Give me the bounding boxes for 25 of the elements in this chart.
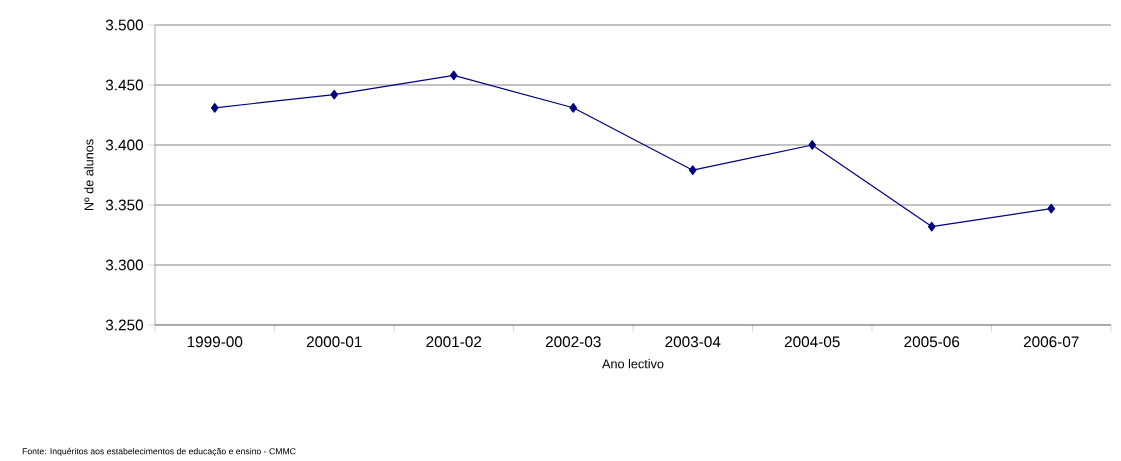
source-note: Fonte: Inquéritos aos estabelecimentos de educação e ensino - CMMC bbox=[22, 448, 296, 457]
x-tick-label: 2001-02 bbox=[426, 336, 482, 348]
y-axis-title: Nº de alunos bbox=[84, 139, 94, 211]
point bbox=[688, 165, 697, 176]
y-tick-label: 3.500 bbox=[105, 19, 144, 31]
point bbox=[1047, 203, 1056, 214]
point bbox=[330, 89, 339, 100]
point bbox=[808, 140, 817, 151]
y-tick-label: 3.450 bbox=[105, 79, 144, 91]
point bbox=[927, 221, 936, 232]
x-tick-label: 2002-03 bbox=[545, 336, 601, 348]
x-axis-title: Ano lectivo bbox=[602, 359, 664, 369]
point bbox=[569, 103, 578, 113]
x-tick-label: 1999-00 bbox=[187, 336, 243, 348]
y-tick-label: 3.350 bbox=[105, 199, 144, 211]
x-tick-label: 2003-04 bbox=[665, 336, 721, 348]
x-tick-label: 2005-06 bbox=[904, 336, 960, 348]
point bbox=[210, 103, 219, 113]
x-tick-label: 2004-05 bbox=[784, 336, 840, 348]
point bbox=[449, 70, 458, 81]
y-tick-label: 3.250 bbox=[105, 319, 144, 331]
y-tick-label: 3.400 bbox=[105, 139, 144, 151]
x-tick-label: 2000-01 bbox=[306, 336, 362, 348]
x-tick-label: 2006-07 bbox=[1023, 336, 1079, 348]
y-tick-label: 3.300 bbox=[105, 259, 144, 271]
